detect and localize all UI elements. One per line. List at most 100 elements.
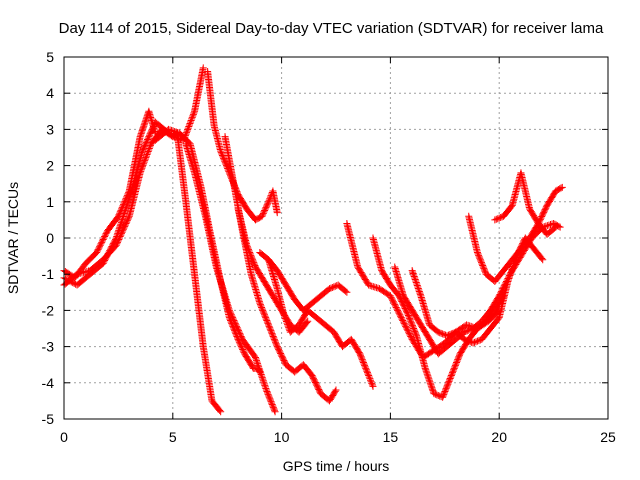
data-point-marker [414,283,422,291]
data-point-marker [506,270,514,278]
data-point-marker [116,223,124,231]
data-point-marker [123,200,131,208]
data-point-marker [473,248,481,256]
data-point-marker [475,253,483,261]
data-point-marker [139,146,147,154]
data-point-marker [253,357,261,365]
data-point-marker [480,266,488,274]
data-point-marker [411,274,419,282]
data-point-marker [397,312,405,320]
data-point-marker [233,324,241,332]
data-point-marker [100,234,108,242]
data-point-marker [408,267,416,275]
data-point-marker [261,383,269,391]
data-point-marker [406,331,414,339]
data-point-marker [268,399,276,407]
data-point-marker [94,246,102,254]
data-point-marker [187,116,195,124]
data-point-marker [238,344,246,352]
data-point-marker [391,302,399,310]
data-point-marker [374,284,382,292]
data-point-marker [271,337,279,345]
data-point-marker [398,315,406,323]
data-point-marker [257,302,265,310]
data-point-marker [454,356,462,364]
data-point-marker [125,214,133,222]
data-point-marker [116,222,124,230]
data-point-marker [221,159,229,167]
data-point-marker [235,328,243,336]
data-point-marker [139,124,147,132]
data-point-marker [124,199,132,207]
data-point-marker [406,316,414,324]
data-point-marker [411,329,419,337]
data-point-marker [139,125,147,133]
data-point-marker [406,314,414,322]
data-point-marker [262,314,270,322]
data-point-marker [119,225,127,233]
data-point-marker [446,374,454,382]
data-point-marker [257,369,265,377]
data-point-marker [254,361,262,369]
data-point-marker [260,380,268,388]
data-point-marker [386,292,394,300]
x-tick-label: 20 [491,429,507,445]
data-point-marker [410,325,418,332]
data-point-marker [96,241,104,249]
data-point-marker [403,325,411,333]
data-point-marker [266,396,274,404]
data-point-marker [164,125,172,133]
data-point-marker [138,128,146,136]
x-tick-label: 10 [274,429,290,445]
data-point-marker [226,308,234,316]
data-point-marker [121,208,129,216]
data-point-marker [328,283,336,291]
data-point-marker [360,360,368,368]
data-point-marker [235,327,243,335]
data-point-marker [273,209,281,217]
data-point-marker [543,222,551,230]
data-point-marker [506,271,514,279]
data-point-marker [389,298,397,306]
data-point-marker [365,281,373,289]
data-point-marker [281,313,289,321]
data-point-marker [415,287,423,295]
data-point-marker [365,373,373,381]
data-point-marker [237,341,245,349]
data-point-marker [404,310,412,318]
data-point-marker [450,366,458,374]
data-point-marker [259,377,267,385]
data-series [221,133,340,405]
data-point-marker [146,131,154,139]
data-point-marker [243,243,251,251]
data-point-marker [463,321,471,329]
data-point-marker [465,326,473,334]
data-point-marker [258,304,266,312]
data-point-marker [231,318,239,326]
data-point-marker [497,289,505,297]
y-tick-label: 5 [46,49,54,65]
data-point-marker [366,282,374,290]
data-point-marker [413,280,421,288]
data-point-marker [342,287,350,295]
data-point-marker [264,389,272,397]
data-point-marker [447,330,455,338]
data-point-marker [234,325,242,333]
data-point-marker [284,322,292,330]
data-point-marker [471,338,479,346]
data-point-marker [545,221,553,229]
data-point-marker [409,270,417,278]
data-point-marker [371,283,379,291]
data-point-marker [443,382,451,390]
data-point-marker [430,390,438,398]
data-point-marker [121,221,129,229]
data-point-marker [407,332,415,340]
data-point-marker [263,202,271,210]
data-point-marker [64,276,72,284]
data-point-marker [66,277,74,285]
data-point-marker [399,317,407,325]
data-point-marker [140,143,148,151]
data-point-marker [445,377,453,385]
data-point-marker [147,127,155,135]
data-point-marker [199,64,207,72]
